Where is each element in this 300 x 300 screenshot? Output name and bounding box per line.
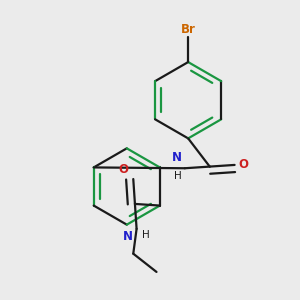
Text: O: O xyxy=(118,164,128,176)
Text: O: O xyxy=(238,158,249,171)
Text: Br: Br xyxy=(181,22,196,35)
Text: N: N xyxy=(172,151,182,164)
Text: H: H xyxy=(142,230,149,241)
Text: H: H xyxy=(174,171,182,181)
Text: N: N xyxy=(123,230,133,244)
